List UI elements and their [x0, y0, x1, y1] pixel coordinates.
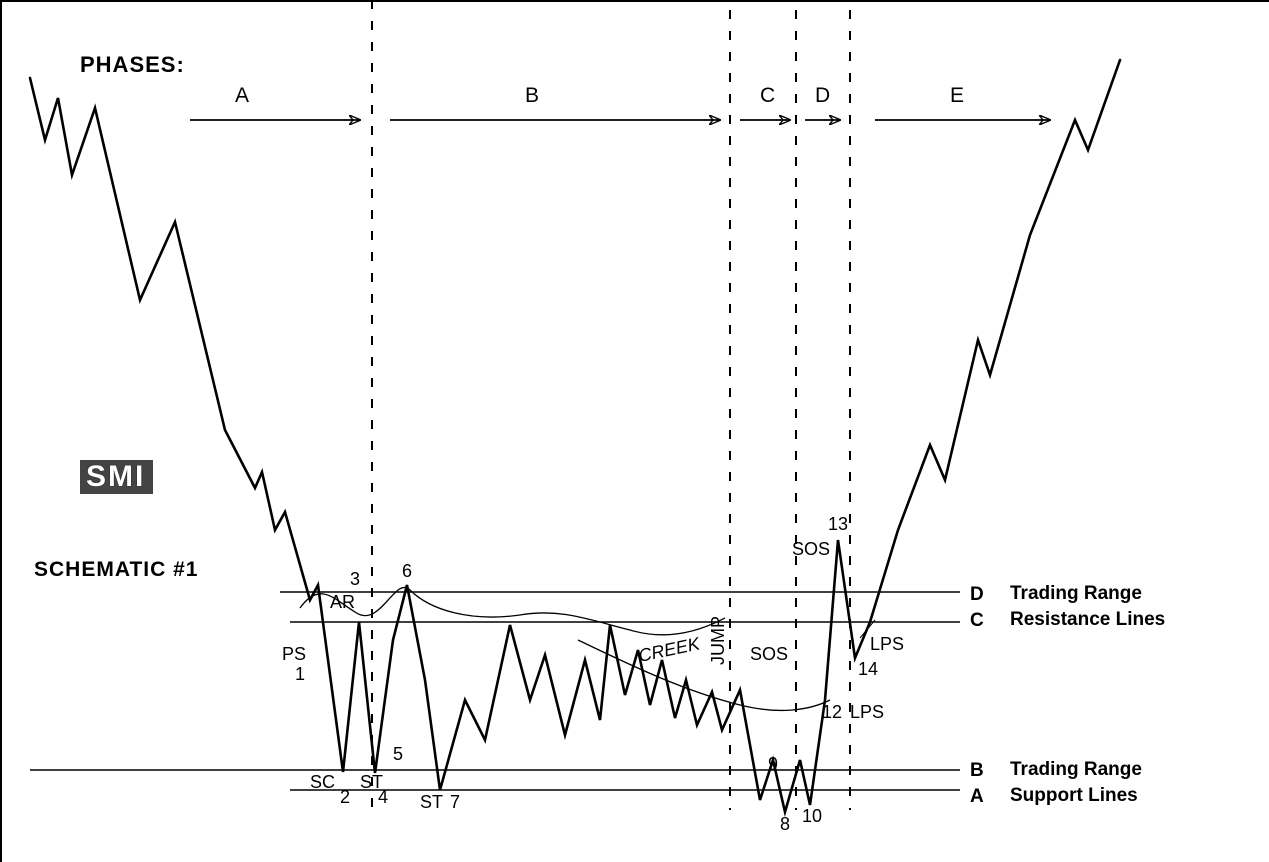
annot-CREEK: CREEK [637, 633, 703, 666]
annot-LPS14: LPS [870, 634, 904, 654]
annot-SOS1: SOS [750, 644, 788, 664]
annot-n4: 4 [378, 787, 388, 807]
annot-n3: 3 [350, 569, 360, 589]
price-path [30, 60, 1120, 812]
phase-label-e: E [950, 84, 964, 107]
annot-n5: 5 [393, 744, 403, 764]
phase-label-b: B [525, 84, 539, 107]
phase-label-a: A [235, 84, 249, 107]
annot-n13: 13 [828, 514, 848, 534]
annot-n8: 8 [780, 814, 790, 834]
phase-label-c: C [760, 84, 775, 107]
phase-arrows-group: A B C D E [190, 84, 1050, 120]
annot-LPS12: LPS [850, 702, 884, 722]
annot-n14: 14 [858, 659, 878, 679]
annot-n2: 2 [340, 787, 350, 807]
annot-n6: 6 [402, 561, 412, 581]
annot-SC: SC [310, 772, 335, 792]
annotation-group: PS1ARSC23ST456ST7CREEKJUMPSOS891012LPSSO… [282, 514, 904, 834]
annot-SOS2: SOS [792, 539, 830, 559]
annot-n7: 7 [450, 792, 460, 812]
diagram-root: PHASES: SMI SCHEMATIC #1 D C B A Trading… [0, 0, 1269, 862]
phase-dividers-group [372, 0, 850, 810]
annot-n12: 12 [822, 702, 842, 722]
annot-PS1: 1 [295, 664, 305, 684]
annot-AR: AR [330, 592, 355, 612]
chart-svg: ABCDE PS1ARSC23ST456ST7CREEKJUMPSOS89101… [0, 0, 1269, 862]
annot-ST7l: ST [420, 792, 443, 812]
annot-n9: 9 [768, 754, 778, 774]
annot-PS: PS [282, 644, 306, 664]
phase-label-d: D [815, 84, 830, 107]
annot-JUMP: JUMP [708, 616, 728, 665]
annot-n10: 10 [802, 806, 822, 826]
creek-upper [300, 587, 725, 634]
price-path-group [30, 60, 1120, 812]
